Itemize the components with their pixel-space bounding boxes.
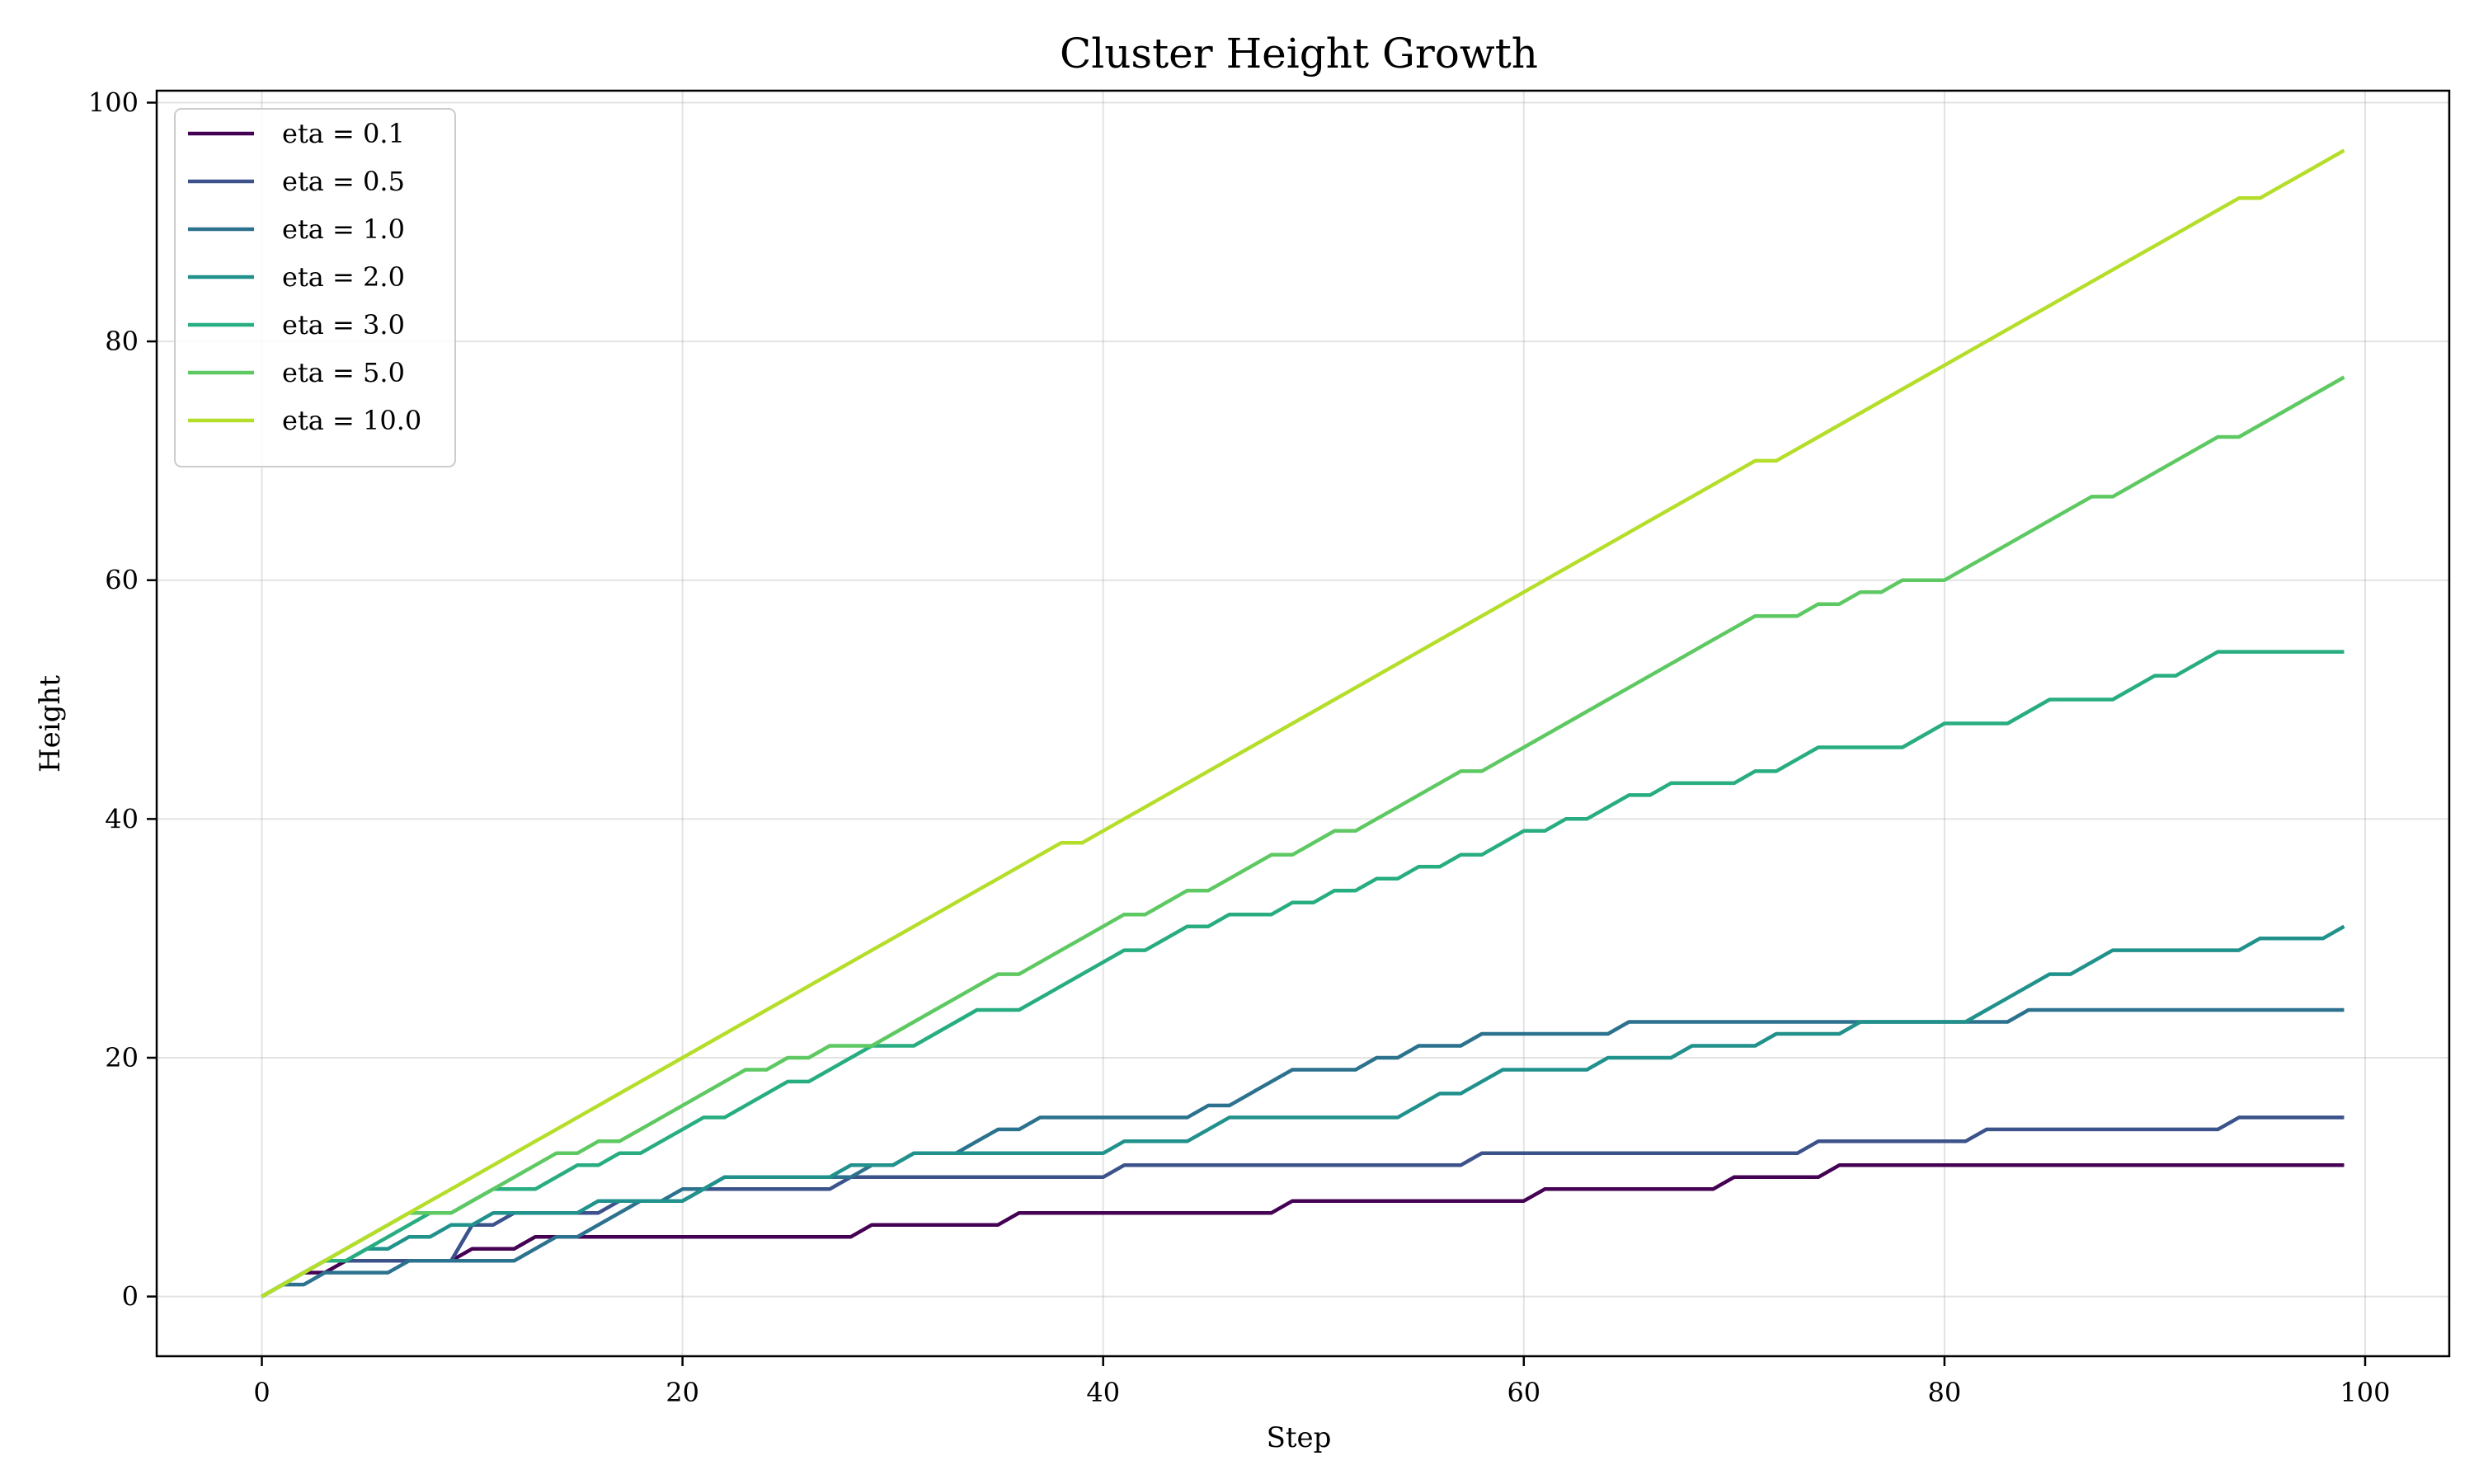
legend-label: eta = 5.0 — [282, 357, 405, 388]
legend-label: eta = 3.0 — [282, 309, 405, 340]
x-axis-label: Step — [1267, 1421, 1332, 1454]
y-tick-label: 40 — [105, 803, 139, 834]
x-tick-label: 20 — [666, 1377, 699, 1408]
axes: 0 20 40 60 80 100 0 20 40 60 80 100 — [88, 87, 2391, 1408]
series-line-6 — [261, 148, 2345, 1298]
series-line-4 — [261, 650, 2345, 1298]
legend-label: eta = 1.0 — [282, 214, 405, 245]
x-tick-label: 0 — [253, 1377, 270, 1408]
chart-title: Cluster Height Growth — [1060, 30, 1538, 77]
y-tick-label: 20 — [105, 1042, 139, 1073]
series-line-5 — [261, 375, 2345, 1298]
y-tick-label: 60 — [105, 565, 139, 596]
series-line-2 — [261, 1007, 2345, 1298]
series-line-1 — [261, 1115, 2345, 1298]
x-tick-label: 100 — [2340, 1377, 2390, 1408]
y-tick-label: 0 — [122, 1281, 139, 1313]
y-axis-label: Height — [34, 675, 67, 773]
legend-label: eta = 0.1 — [282, 118, 405, 149]
legend-label: eta = 0.5 — [282, 166, 405, 197]
series-line-3 — [261, 924, 2345, 1298]
series-group — [261, 148, 2345, 1298]
legend: eta = 0.1 eta = 0.5 eta = 1.0 eta = 2.0 eta … — [174, 108, 456, 467]
legend-label: eta = 2.0 — [282, 261, 405, 293]
x-tick-label: 80 — [1928, 1377, 1962, 1408]
plot-frame — [155, 89, 2451, 1358]
legend-box — [174, 108, 456, 467]
series-line-0 — [261, 1163, 2345, 1298]
y-tick-label: 80 — [105, 326, 139, 357]
x-tick-label: 40 — [1086, 1377, 1120, 1408]
y-tick-label: 100 — [88, 87, 139, 118]
x-tick-label: 60 — [1507, 1377, 1540, 1408]
legend-label: eta = 10.0 — [282, 405, 421, 436]
